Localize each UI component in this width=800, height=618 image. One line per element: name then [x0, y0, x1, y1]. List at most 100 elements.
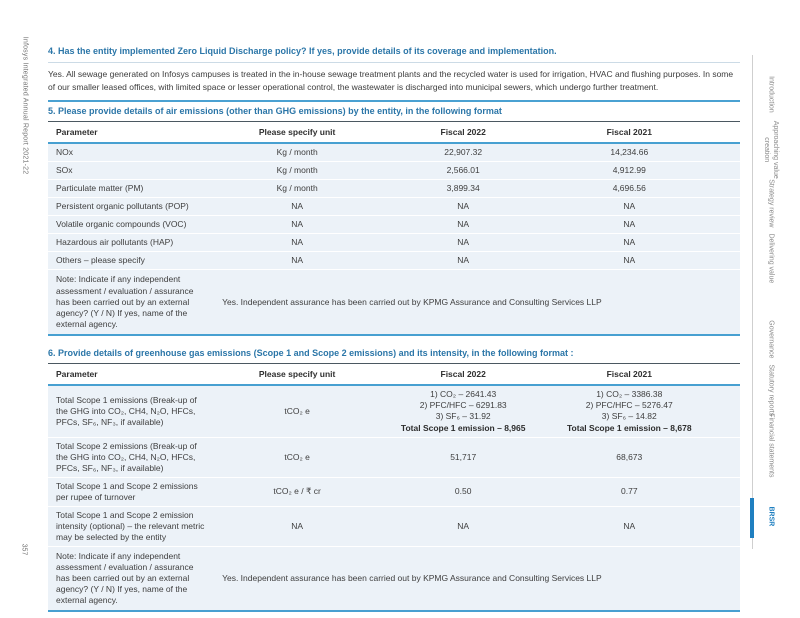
note-label: Note: Indicate if any independent assess…: [48, 269, 215, 335]
filler-cell: [712, 506, 740, 547]
table-row: Hazardous air pollutants (HAP) NA NA NA: [48, 233, 740, 252]
scope1-total: Total Scope 1 emission – 8,965: [400, 422, 526, 433]
filler-cell: [712, 251, 740, 270]
cell-fy2022: 22,907.32: [380, 142, 547, 162]
cell-fy2021: NA: [546, 215, 713, 234]
table-row: SOx Kg / month 2,566.01 4,912.99: [48, 161, 740, 180]
cell-parameter: Volatile organic compounds (VOC): [48, 215, 215, 234]
section-divider: [48, 62, 740, 64]
cell-fy2021: 1) CO₂ – 3386.38 2) PFC/HFC – 5276.47 3)…: [546, 384, 713, 438]
cell-unit: NA: [214, 197, 381, 216]
table-header-row: Parameter Please specify unit Fiscal 202…: [48, 363, 740, 386]
cell-fy2021: 4,912.99: [546, 161, 713, 180]
question-5-heading: 5. Please provide details of air emissio…: [48, 105, 502, 116]
table-row: Volatile organic compounds (VOC) NA NA N…: [48, 215, 740, 234]
cell-fy2022: 0.50: [380, 476, 547, 507]
cell-parameter: NOx: [48, 142, 215, 162]
col-header-fy2022: Fiscal 2022: [380, 121, 547, 145]
table-header-row: Parameter Please specify unit Fiscal 202…: [48, 121, 740, 145]
col-header-fy2022: Fiscal 2022: [380, 363, 547, 386]
air-emissions-table: Parameter Please specify unit Fiscal 202…: [48, 121, 740, 336]
cell-parameter: Hazardous air pollutants (HAP): [48, 233, 215, 252]
section-divider: [48, 99, 740, 102]
cell-unit: tCO₂ e / ₹ cr: [214, 476, 381, 507]
scope1-line: 1) CO₂ – 3386.38: [596, 388, 663, 399]
report-title-vertical: Infosys Integrated Annual Report 2021-22: [21, 36, 29, 175]
cell-parameter: Particulate matter (PM): [48, 179, 215, 198]
cell-fy2022: NA: [380, 251, 547, 270]
cell-fy2021: 4,696.56: [546, 179, 713, 198]
cell-unit: NA: [214, 215, 381, 234]
question-6-heading: 6. Provide details of greenhouse gas emi…: [48, 347, 574, 358]
table-row: Particulate matter (PM) Kg / month 3,899…: [48, 179, 740, 198]
filler-cell: [712, 161, 740, 180]
filler-cell: [712, 197, 740, 216]
table-row: Persistent organic pollutants (POP) NA N…: [48, 197, 740, 216]
cell-unit: NA: [214, 233, 381, 252]
cell-unit: tCO₂ e: [214, 384, 381, 438]
col-header-parameter: Parameter: [48, 121, 215, 145]
cell-parameter: Total Scope 1 emissions (Break-up of the…: [48, 384, 215, 438]
col-header-unit: Please specify unit: [214, 121, 381, 145]
cell-fy2022: 1) CO₂ – 2641.43 2) PFC/HFC – 6291.83 3)…: [380, 384, 547, 438]
cell-parameter: Persistent organic pollutants (POP): [48, 197, 215, 216]
cell-parameter: Total Scope 1 and Scope 2 emissions per …: [48, 476, 215, 507]
cell-unit: Kg / month: [214, 142, 381, 162]
note-value: Yes. Independent assurance has been carr…: [214, 546, 740, 612]
scope1-line: 3) SF₆ – 31.92: [435, 411, 491, 422]
tab-delivering-value[interactable]: Delivering value: [767, 233, 775, 284]
cell-fy2021: 0.77: [546, 476, 713, 507]
cell-parameter: Total Scope 1 and Scope 2 emission inten…: [48, 506, 215, 547]
cell-fy2021: NA: [546, 197, 713, 216]
cell-unit: Kg / month: [214, 161, 381, 180]
table-row: Total Scope 1 and Scope 2 emission inten…: [48, 506, 740, 547]
active-tab-indicator: [750, 498, 754, 538]
cell-fy2022: NA: [380, 197, 547, 216]
cell-parameter: Others – please specify: [48, 251, 215, 270]
filler-cell: [712, 363, 740, 386]
cell-unit: NA: [214, 251, 381, 270]
cell-fy2022: NA: [380, 215, 547, 234]
cell-fy2022: 2,566.01: [380, 161, 547, 180]
assurance-note-row: Note: Indicate if any independent assess…: [48, 269, 740, 335]
table-row: Total Scope 1 and Scope 2 emissions per …: [48, 476, 740, 507]
note-value: Yes. Independent assurance has been carr…: [214, 269, 740, 335]
tab-financial-statements[interactable]: Financial statements: [767, 413, 775, 478]
ghg-emissions-table: Parameter Please specify unit Fiscal 202…: [48, 362, 740, 613]
cell-parameter: Total Scope 2 emissions (Break-up of the…: [48, 436, 215, 478]
page-number: 357: [20, 543, 28, 556]
col-header-fy2021: Fiscal 2021: [546, 363, 713, 386]
table-row: Total Scope 1 emissions (Break-up of the…: [48, 384, 740, 438]
question-4-answer: Yes. All sewage generated on Infosys cam…: [48, 69, 734, 92]
filler-cell: [712, 436, 740, 478]
cell-unit: NA: [214, 506, 381, 547]
cell-fy2021: 68,673: [546, 436, 713, 478]
cell-fy2022: NA: [380, 233, 547, 252]
filler-cell: [712, 121, 740, 145]
scope1-line: 2) PFC/HFC – 5276.47: [585, 400, 673, 411]
table-row: NOx Kg / month 22,907.32 14,234.66: [48, 142, 740, 162]
cell-fy2022: 51,717: [380, 436, 547, 478]
cell-fy2022: NA: [380, 506, 547, 547]
cell-fy2021: 14,234.66: [546, 142, 713, 162]
table-row: Total Scope 2 emissions (Break-up of the…: [48, 436, 740, 478]
col-header-unit: Please specify unit: [214, 363, 381, 386]
tab-brsr[interactable]: BRSR: [767, 506, 775, 527]
scope1-line: 3) SF₆ – 14.82: [601, 411, 657, 422]
filler-cell: [712, 215, 740, 234]
cell-unit: Kg / month: [214, 179, 381, 198]
cell-unit: tCO₂ e: [214, 436, 381, 478]
page-content: 4. Has the entity implemented Zero Liqui…: [48, 46, 740, 613]
note-label: Note: Indicate if any independent assess…: [48, 546, 215, 612]
filler-cell: [712, 179, 740, 198]
scope1-total: Total Scope 1 emission – 8,678: [566, 422, 692, 433]
cell-fy2022: 3,899.34: [380, 179, 547, 198]
cell-parameter: SOx: [48, 161, 215, 180]
filler-cell: [712, 142, 740, 162]
cell-fy2021: NA: [546, 251, 713, 270]
scope1-line: 2) PFC/HFC – 6291.83: [419, 400, 507, 411]
cell-fy2021: NA: [546, 233, 713, 252]
col-header-parameter: Parameter: [48, 363, 215, 386]
assurance-note-row: Note: Indicate if any independent assess…: [48, 546, 740, 612]
